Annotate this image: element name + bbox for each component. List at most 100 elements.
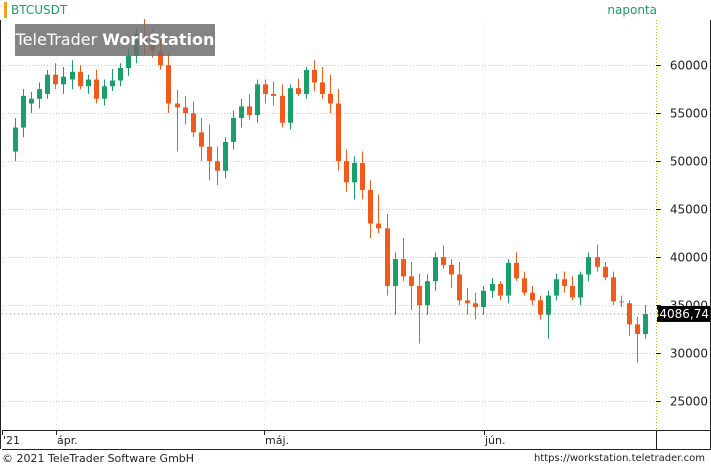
candle bbox=[263, 79, 268, 104]
candle-body bbox=[21, 95, 26, 128]
candle bbox=[490, 278, 495, 298]
y-tick-label: 30000 bbox=[670, 347, 708, 361]
candle bbox=[586, 252, 591, 282]
candle bbox=[352, 156, 357, 200]
candle-body bbox=[231, 117, 236, 142]
candle bbox=[554, 273, 559, 301]
candle-body bbox=[13, 127, 18, 152]
candle-body bbox=[538, 300, 543, 315]
candle bbox=[449, 259, 454, 288]
candle-body bbox=[441, 257, 446, 265]
candle bbox=[29, 92, 34, 114]
candle bbox=[320, 67, 325, 99]
candle-body bbox=[280, 95, 285, 123]
candle-body bbox=[118, 68, 123, 81]
candle bbox=[562, 271, 567, 293]
candle-body bbox=[490, 284, 495, 291]
candle-body bbox=[498, 284, 503, 296]
candle bbox=[61, 67, 66, 94]
candle bbox=[312, 60, 317, 92]
candle-body bbox=[223, 141, 228, 171]
candle bbox=[110, 68, 115, 92]
candle-body bbox=[530, 292, 535, 301]
candle bbox=[473, 292, 478, 320]
candle-body bbox=[433, 257, 438, 282]
copyright-text: © 2021 TeleTrader Software GmbH bbox=[2, 452, 195, 465]
candle-body bbox=[352, 163, 357, 183]
candle bbox=[498, 281, 503, 301]
candle bbox=[441, 245, 446, 269]
candle-body bbox=[481, 290, 486, 308]
candle-body bbox=[37, 89, 42, 99]
candle-body bbox=[449, 264, 454, 275]
candle bbox=[360, 151, 365, 200]
last-price-box bbox=[657, 305, 710, 322]
candle-body bbox=[514, 262, 519, 279]
candle bbox=[175, 90, 180, 152]
candle-body bbox=[255, 84, 260, 116]
candle bbox=[239, 98, 244, 128]
candle-body bbox=[320, 82, 325, 94]
candle bbox=[53, 63, 58, 90]
candle bbox=[94, 69, 99, 104]
symbol-label[interactable]: BTCUSDT bbox=[4, 2, 67, 18]
candle bbox=[570, 276, 575, 301]
candle-body bbox=[158, 50, 163, 66]
candle-body bbox=[247, 106, 252, 116]
y-tick-label: 55000 bbox=[670, 107, 708, 121]
candle bbox=[506, 259, 511, 304]
candle-body bbox=[627, 303, 632, 325]
candle bbox=[417, 273, 422, 344]
candle-body bbox=[603, 266, 608, 278]
candle bbox=[288, 84, 293, 130]
candle-body bbox=[611, 277, 616, 302]
candle bbox=[393, 252, 398, 315]
candle-body bbox=[271, 93, 276, 96]
candle bbox=[78, 65, 83, 90]
candle bbox=[376, 194, 381, 234]
candle-body bbox=[78, 71, 83, 87]
candle-body bbox=[344, 161, 349, 183]
last-price-marker: 34086,74 bbox=[2, 305, 710, 322]
candle-body bbox=[425, 281, 430, 306]
candle-body bbox=[522, 278, 527, 293]
candle bbox=[530, 285, 535, 306]
candle bbox=[433, 252, 438, 291]
candle-body bbox=[328, 93, 333, 104]
candle-body bbox=[288, 88, 293, 123]
candle-body bbox=[619, 301, 624, 303]
candle bbox=[13, 117, 18, 162]
x-tick-label: jún. bbox=[484, 434, 506, 447]
candle bbox=[578, 271, 583, 306]
candle bbox=[118, 63, 123, 87]
candle bbox=[635, 316, 640, 363]
candle bbox=[215, 146, 220, 186]
candle-body bbox=[183, 107, 188, 114]
horizontal-gridlines bbox=[2, 65, 655, 402]
candle bbox=[465, 287, 470, 315]
candle bbox=[45, 69, 50, 99]
candle-body bbox=[473, 303, 478, 308]
candle-body bbox=[86, 79, 91, 87]
candle-body bbox=[578, 274, 583, 298]
footer-url[interactable]: https://workstation.teletrader.com bbox=[533, 453, 705, 464]
candle bbox=[481, 285, 486, 315]
candle-body bbox=[53, 74, 58, 85]
interval-label[interactable]: naponta bbox=[607, 3, 657, 17]
candle-body bbox=[126, 55, 131, 69]
candle-body bbox=[368, 189, 373, 224]
candle-body bbox=[191, 113, 196, 133]
candle-body bbox=[215, 161, 220, 171]
y-tick-label: 60000 bbox=[670, 59, 708, 73]
candle bbox=[546, 290, 551, 339]
candle-body bbox=[360, 163, 365, 190]
y-tick-label: 50000 bbox=[670, 155, 708, 169]
x-tick-label: máj. bbox=[265, 434, 289, 447]
candle-body bbox=[102, 86, 107, 99]
candle bbox=[627, 300, 632, 336]
candle-body bbox=[207, 146, 212, 162]
candle-body bbox=[296, 88, 301, 94]
candle-body bbox=[239, 106, 244, 118]
